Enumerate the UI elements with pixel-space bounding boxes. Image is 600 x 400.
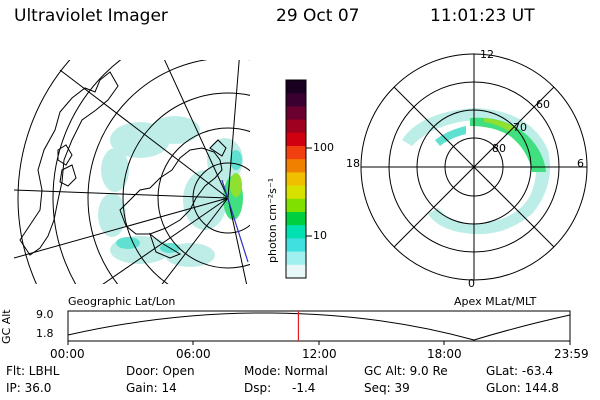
geographic-caption: Geographic Lat/Lon: [68, 295, 176, 308]
colorbar-stripe: [286, 106, 306, 121]
colorbar: [285, 79, 312, 279]
satellite-track: [221, 179, 249, 263]
orbit-xtick-3: 18:00: [427, 347, 462, 361]
status-seq: Seq: 39: [364, 381, 410, 395]
status-gain: Gain: 14: [126, 381, 177, 395]
colorbar-stripe: [286, 93, 306, 107]
status-dsp-label: Dsp:: [244, 381, 272, 395]
colorbar-stripe: [286, 119, 306, 134]
status-glat: GLat: -63.4: [486, 364, 553, 378]
mlat-label-80: 80: [492, 142, 506, 155]
coastlines: [19, 71, 227, 259]
orbit-ylabel: GC Alt: [0, 309, 13, 344]
status-dsp-value: -1.4: [292, 381, 316, 395]
apex-caption: Apex MLat/MLT: [454, 295, 537, 308]
colorbar-tick-100: 100: [313, 141, 334, 154]
polar-plot: [360, 53, 588, 281]
status-flt: Flt: LBHL: [6, 364, 60, 378]
colorbar-stripe: [286, 198, 306, 213]
orbit-xtick-1: 06:00: [176, 347, 211, 361]
geographic-map: [14, 60, 250, 284]
colorbar-stripe: [286, 238, 306, 253]
status-mode: Mode: Normal: [244, 364, 328, 378]
orbit-xtick-0: 00:00: [50, 347, 85, 361]
mlt-label-18: 18: [346, 157, 360, 170]
latitude-circles: [17, 60, 250, 284]
orbit-ytick-top: 9.0: [36, 308, 54, 321]
colorbar-stripe: [286, 225, 306, 239]
colorbar-stripe: [286, 132, 306, 147]
colorbar-stripe: [286, 146, 306, 160]
orbit-xtick-2: 12:00: [302, 347, 337, 361]
altitude-curve: [67, 312, 571, 341]
colorbar-stripe: [286, 251, 306, 266]
status-gcalt: GC Alt: 9.0 Re: [364, 364, 448, 378]
date-label: 29 Oct 07: [276, 6, 360, 26]
mlat-label-60: 60: [536, 98, 550, 111]
orbit-xtick-4: 23:59: [554, 347, 589, 361]
status-door: Door: Open: [126, 364, 195, 378]
colorbar-stripe: [286, 172, 306, 187]
status-glon: GLon: 144.8: [486, 381, 559, 395]
meridian-lines: [14, 60, 248, 284]
mlt-label-6: 6: [577, 157, 584, 170]
mlat-label-70: 70: [513, 121, 527, 134]
app-title: Ultraviolet Imager: [14, 6, 168, 26]
colorbar-stripe: [286, 80, 306, 94]
status-ip: IP: 36.0: [6, 381, 52, 395]
time-label: 11:01:23 UT: [430, 6, 535, 26]
colorbar-tick-10: 10: [313, 229, 327, 242]
orbit-ytick-bottom: 1.8: [36, 327, 54, 340]
colorbar-stripe: [286, 264, 306, 279]
colorbar-stripe: [286, 212, 306, 226]
colorbar-gradient: [286, 80, 306, 279]
mlt-label-12: 12: [480, 48, 494, 61]
mlt-label-0: 0: [468, 277, 475, 290]
colorbar-stripe: [286, 159, 306, 173]
orbit-plot: [67, 310, 571, 345]
polar-aurora-emission: [402, 108, 550, 235]
colorbar-unit-label: photon cm⁻²s⁻¹: [266, 177, 279, 263]
colorbar-stripe: [286, 185, 306, 200]
polar-grid-spokes: [361, 54, 587, 280]
